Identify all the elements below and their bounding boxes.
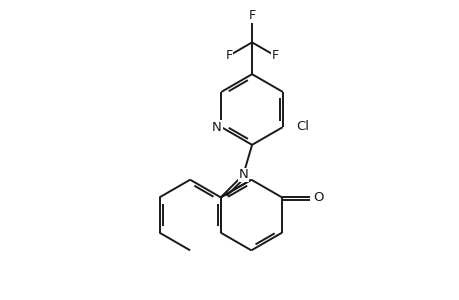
Text: Cl: Cl: [296, 120, 309, 133]
Text: F: F: [248, 9, 255, 22]
Text: O: O: [313, 191, 323, 204]
Text: N: N: [212, 121, 221, 134]
Text: F: F: [225, 49, 232, 62]
Text: N: N: [238, 168, 247, 182]
Text: F: F: [271, 49, 278, 62]
